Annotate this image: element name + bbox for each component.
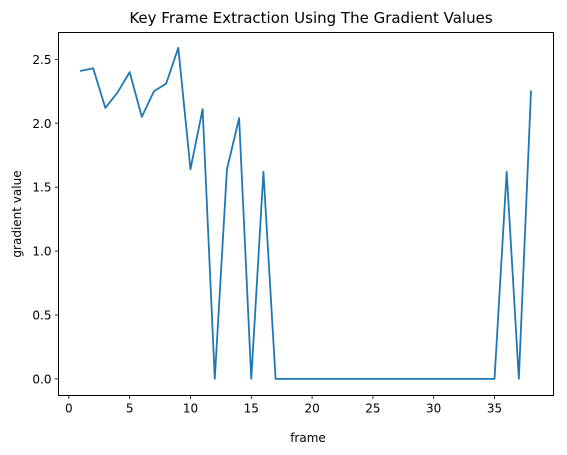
series-layer <box>79 46 532 380</box>
x-tick-label: 5 <box>126 402 134 416</box>
x-axis: 0 5 10 15 20 25 30 35 <box>65 395 502 416</box>
plot-area <box>58 32 554 396</box>
series-line-0 <box>79 46 532 380</box>
y-tick-label: 1.0 <box>32 245 51 259</box>
x-tick-label: 35 <box>487 402 502 416</box>
y-tick-label: 1.5 <box>32 181 51 195</box>
x-tick-label: 20 <box>304 402 319 416</box>
x-axis-label: frame <box>290 431 326 445</box>
chart-title: Key Frame Extraction Using The Gradient … <box>129 9 492 27</box>
y-tick-label: 0.5 <box>32 308 51 322</box>
y-tick-label: 2.5 <box>32 53 51 67</box>
x-tick-label: 30 <box>426 402 441 416</box>
x-tick-label: 25 <box>365 402 380 416</box>
x-tick-label: 0 <box>65 402 73 416</box>
plot-frame <box>58 32 554 396</box>
y-axis: 0.0 0.5 1.0 1.5 2.0 2.5 <box>32 53 59 386</box>
x-tick-label: 10 <box>183 402 198 416</box>
y-axis-label: gradient value <box>10 170 24 257</box>
y-tick-label: 2.0 <box>32 117 51 131</box>
y-tick-label: 0.0 <box>32 372 51 386</box>
x-tick-label: 15 <box>244 402 259 416</box>
